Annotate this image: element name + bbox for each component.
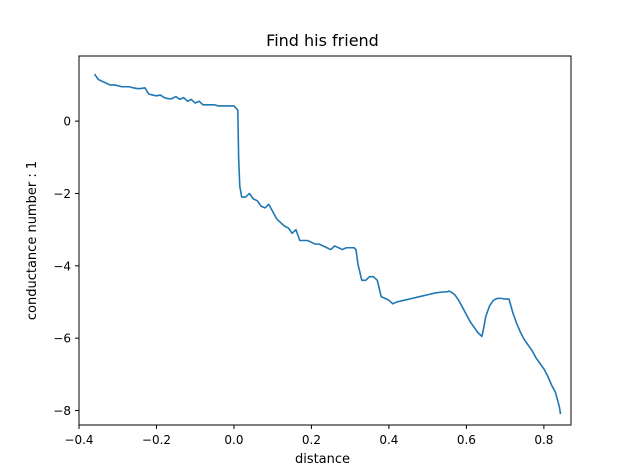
x-tick-label: 0.8 (534, 433, 553, 447)
y-tick-label: −4 (53, 259, 71, 273)
chart-title: Find his friend (266, 31, 379, 50)
y-axis-label: conductance number : 1 (25, 161, 40, 320)
y-tick-label: −8 (53, 404, 71, 418)
plot-area (93, 73, 562, 415)
x-tick-label: 0.2 (302, 433, 321, 447)
y-tick-label: −2 (53, 187, 71, 201)
series-line-0 (93, 73, 562, 415)
x-tick-label: −0.4 (64, 433, 93, 447)
axes-frame (78, 55, 572, 426)
x-tick-label: 0.0 (224, 433, 243, 447)
x-tick-label: −0.2 (142, 433, 171, 447)
y-tick-label: −6 (53, 332, 71, 346)
x-tick-label: 0.6 (457, 433, 476, 447)
x-axis-label: distance (295, 452, 350, 467)
x-axis: −0.4 −0.2 0.0 0.2 0.4 0.6 0.8 (64, 425, 553, 447)
x-tick-label: 0.4 (379, 433, 398, 447)
y-tick-label: 0 (63, 115, 71, 129)
y-axis: 0 −2 −4 −6 −8 (53, 115, 79, 418)
